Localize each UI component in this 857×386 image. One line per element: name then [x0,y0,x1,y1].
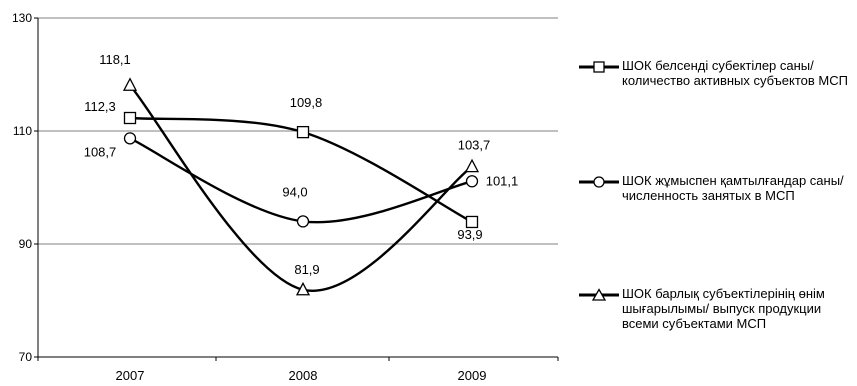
legend-label-output: ШОК барлық субъектілерінің өнім шығарылы… [622,286,825,331]
legend-item-active-smb: ШОК белсенді субектілер саны/ количество… [578,58,853,88]
data-label: 109,8 [290,95,323,110]
legend-item-employment: ШОК жұмыспен қамтылғандар саны/ численно… [578,173,853,203]
data-label: 81,9 [294,262,319,277]
square-marker-icon [579,61,619,73]
triangle-marker [464,158,480,173]
square-marker [465,215,479,229]
data-label: 101,1 [486,173,519,188]
y-tick-label: 90 [19,237,33,251]
triangle-marker-icon [579,288,619,301]
legend-item-output: ШОК барлық субъектілерінің өнім шығарылы… [578,286,853,331]
x-tick-label: 2009 [458,368,487,383]
square-marker [123,111,137,125]
legend-label-employment: ШОК жұмыспен қамтылғандар саны/ численно… [622,173,844,203]
y-tick-label: 70 [19,350,33,364]
data-label: 112,3 [84,99,116,114]
data-label: 103,7 [458,138,491,153]
circle-marker [123,132,137,145]
y-tick-label: 130 [12,11,32,25]
circle-marker-icon [579,176,619,188]
triangle-marker [295,281,311,296]
triangle-marker [122,77,138,91]
legend-label-active-smb: ШОК белсенді субектілер саны/ количество… [622,58,848,88]
x-tick-label: 2007 [116,368,145,383]
circle-marker [296,215,310,228]
data-label: 118,1 [99,52,131,67]
y-tick-label: 110 [13,124,32,138]
x-tick-label: 2008 [289,368,318,383]
line-chart: 70 90 110 130 2007 2008 2009 112,3 109,8 93,9 108,… [12,11,559,383]
series-line-employment [129,137,473,224]
circle-marker [465,175,479,188]
data-label: 93,9 [457,227,482,242]
data-label: 94,0 [282,184,307,199]
square-marker [296,125,310,139]
data-label: 108,7 [84,144,117,159]
